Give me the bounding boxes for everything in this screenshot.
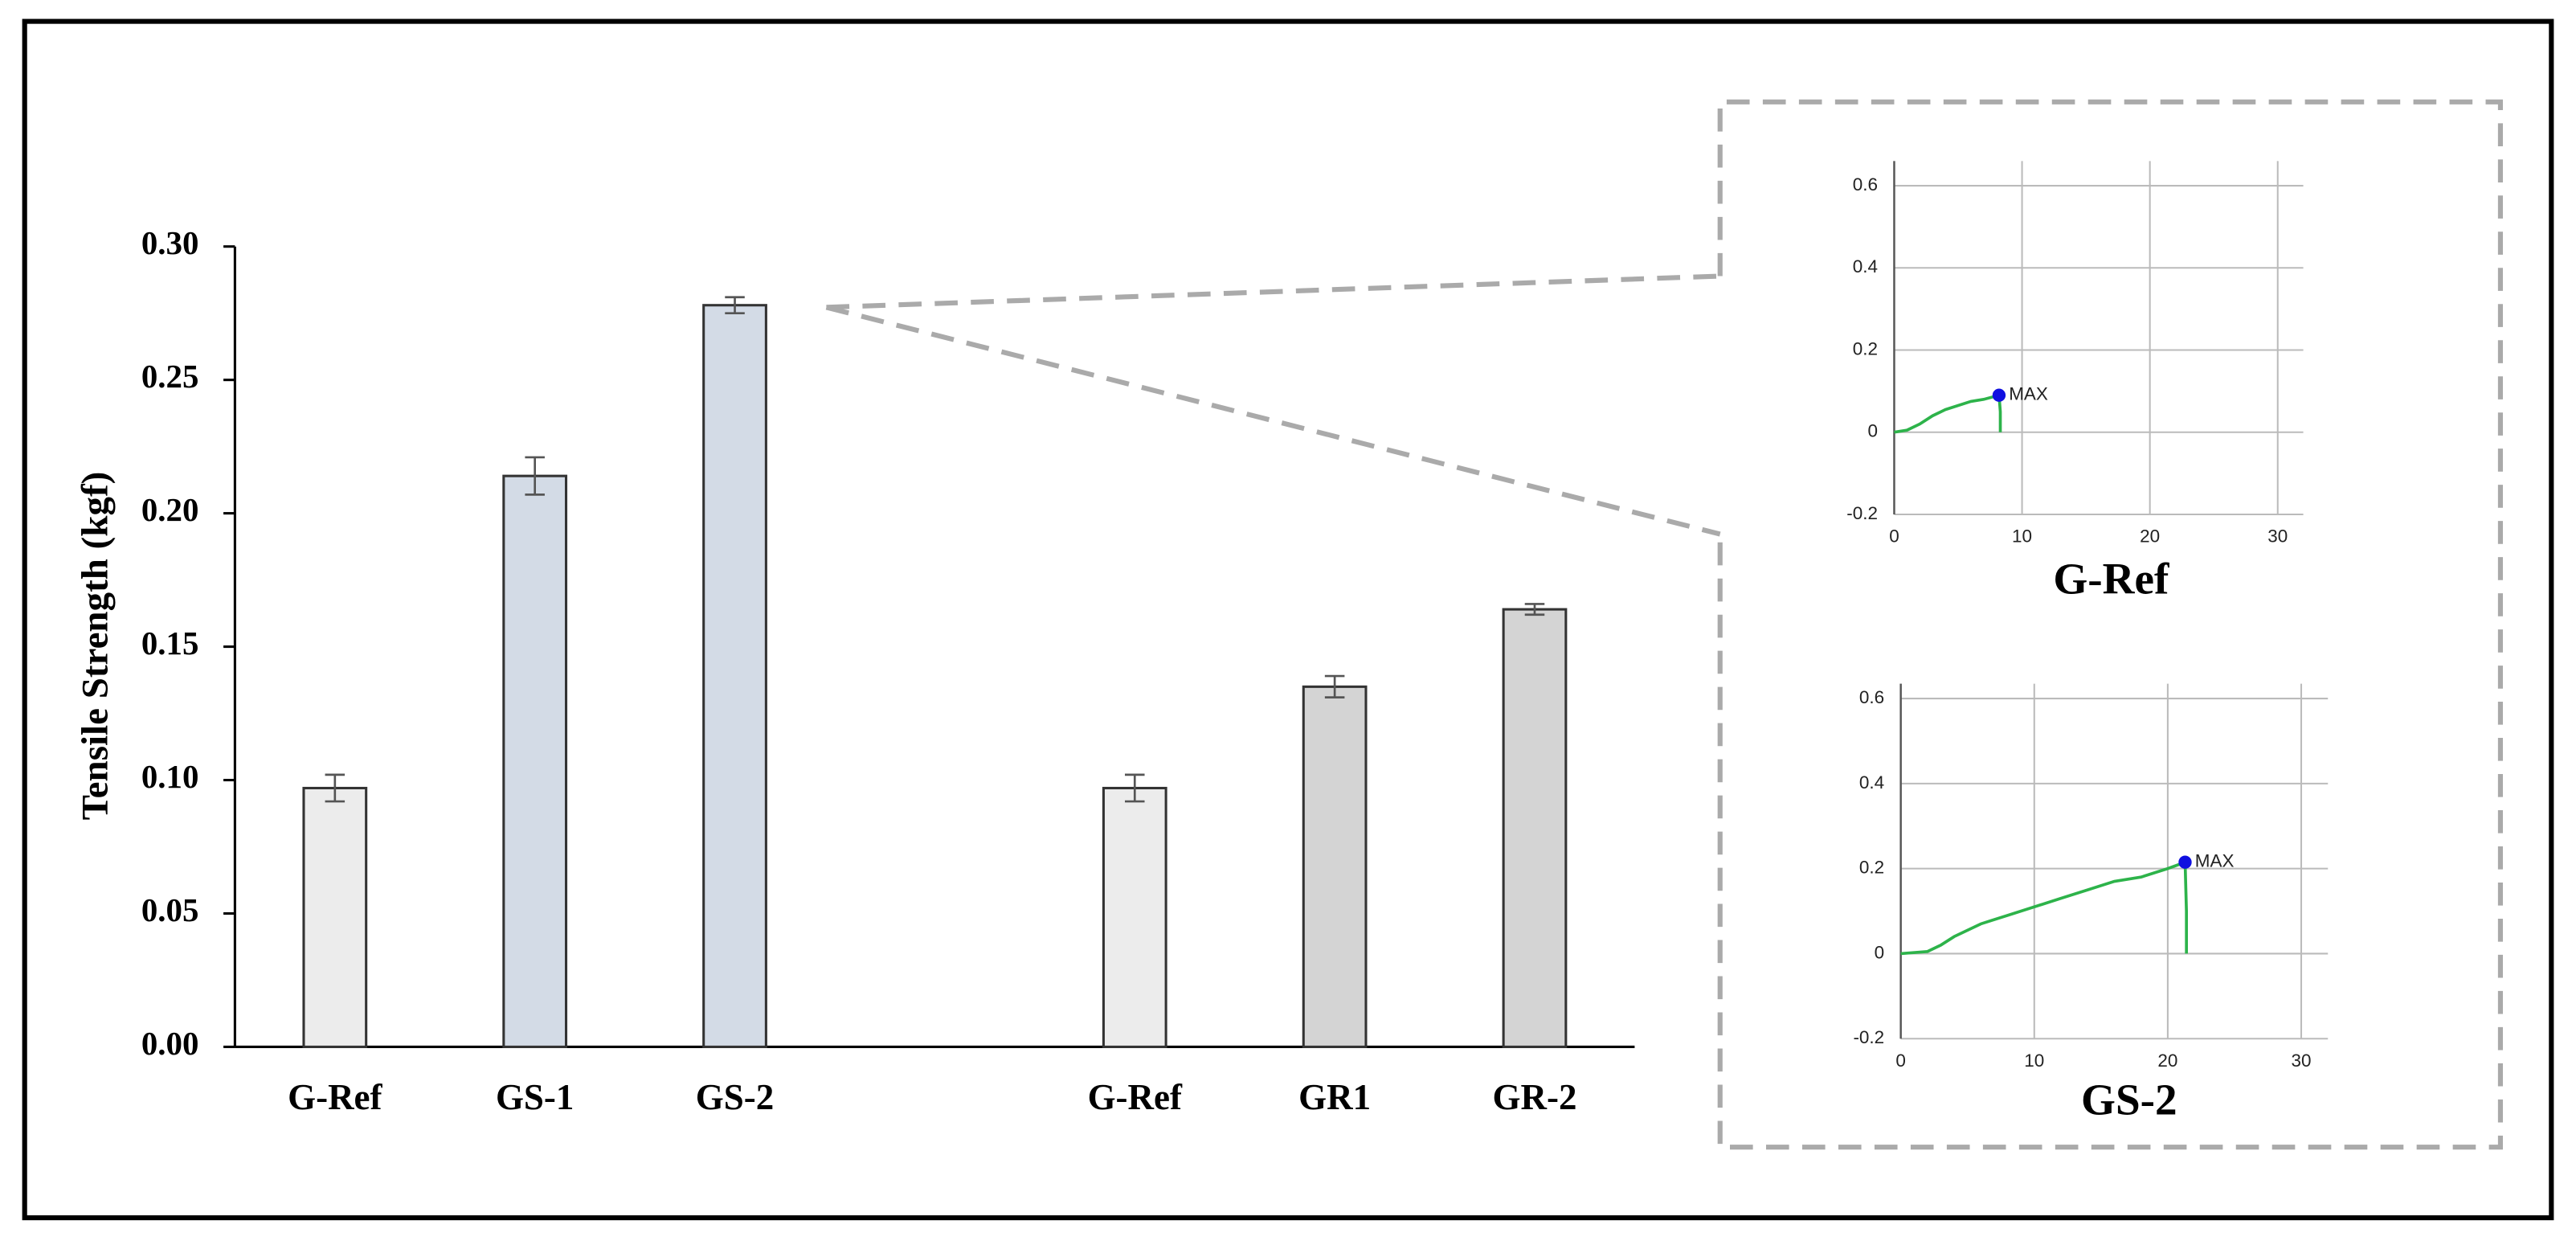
y-tick-label: 0.6	[1859, 687, 1884, 707]
max-marker	[2178, 855, 2192, 869]
inset-title: G-Ref	[2053, 555, 2169, 604]
y-tick-label: 0.4	[1859, 772, 1884, 793]
error-bar	[1324, 674, 1345, 698]
x-tick-label: G-Ref	[1088, 1077, 1183, 1117]
bar	[1302, 685, 1368, 1048]
y-tick-label: 0	[1868, 421, 1879, 441]
callout-line	[826, 273, 1720, 310]
y-tick-label: 0.00	[141, 1026, 199, 1062]
y-tick-label: -0.2	[1853, 1027, 1884, 1047]
y-tick-label: 0	[1875, 942, 1885, 962]
bar	[302, 786, 368, 1048]
y-tick-label: 0.05	[141, 892, 199, 928]
y-axis-label: Tensile Strength (kgf)	[74, 472, 116, 821]
error-bar	[525, 456, 545, 496]
x-tick-label: 20	[2157, 1051, 2177, 1071]
y-tick-label: 0.30	[141, 225, 199, 261]
y-tick-label: 0.2	[1859, 858, 1884, 878]
x-tick-label: GS-1	[496, 1077, 574, 1117]
error-bar	[1524, 603, 1545, 616]
bar	[1502, 608, 1568, 1048]
y-tick-label: 0.2	[1853, 338, 1878, 358]
y-tick-label: 0.4	[1853, 256, 1878, 276]
error-bar	[725, 296, 745, 315]
x-tick-label: GS-2	[696, 1077, 774, 1117]
x-tick-label: 10	[2024, 1051, 2044, 1071]
x-tick-label: 30	[2292, 1051, 2312, 1071]
y-tick-label: -0.2	[1846, 503, 1878, 523]
inset-title: GS-2	[2081, 1075, 2177, 1124]
x-tick-label: GR1	[1298, 1077, 1371, 1117]
error-bar	[1124, 773, 1145, 803]
callout-line	[825, 305, 1721, 537]
y-tick-label: 0.6	[1853, 174, 1878, 195]
x-tick-label: 20	[2140, 526, 2160, 547]
max-label: MAX	[2009, 384, 2048, 404]
x-tick-label: 0	[1889, 526, 1899, 547]
y-tick-label: 0.20	[141, 492, 199, 528]
bar	[702, 304, 767, 1048]
error-bar	[325, 773, 346, 803]
x-tick-label: 0	[1895, 1051, 1906, 1071]
bar	[1102, 786, 1167, 1048]
max-marker	[1992, 388, 2006, 402]
x-tick-label: 10	[2012, 526, 2032, 547]
y-tick-label: 0.25	[141, 358, 199, 395]
zoom-box	[1717, 99, 2504, 1150]
max-label: MAX	[2195, 851, 2235, 871]
x-tick-label: G-Ref	[288, 1077, 382, 1117]
frame	[22, 18, 2554, 1221]
bar	[502, 474, 568, 1048]
y-tick-label: 0.10	[141, 759, 199, 795]
x-tick-label: 30	[2267, 526, 2288, 547]
y-tick-label: 0.15	[141, 625, 199, 662]
x-tick-label: GR-2	[1493, 1077, 1577, 1117]
